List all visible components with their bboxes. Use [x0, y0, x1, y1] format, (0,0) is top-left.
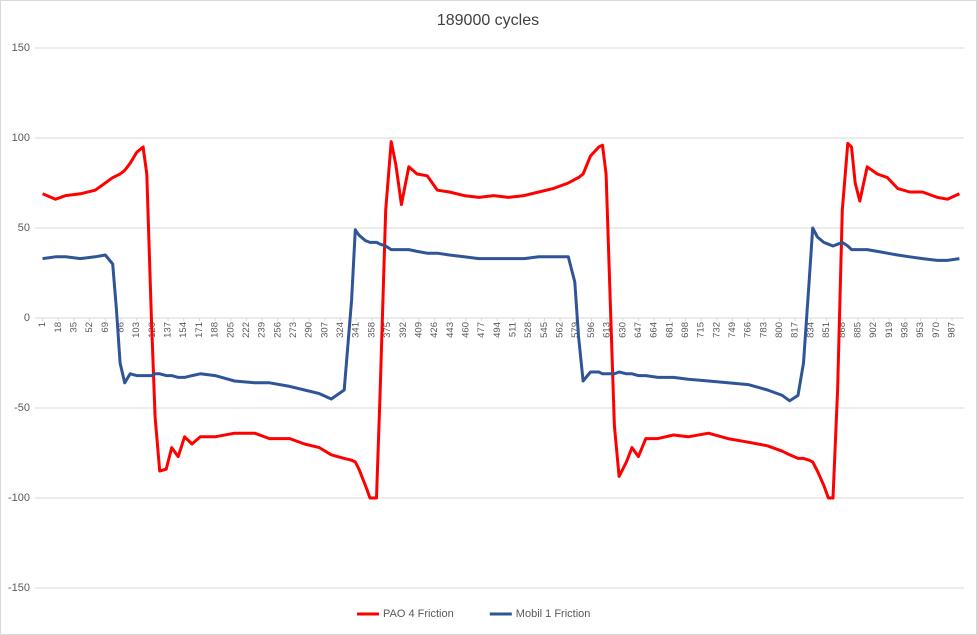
x-tick-label: 715 — [696, 322, 707, 338]
x-tick-label: 868 — [837, 322, 848, 338]
x-tick-label: 698 — [680, 322, 691, 338]
x-tick-label: 834 — [805, 322, 816, 338]
x-tick-label: 647 — [633, 322, 644, 338]
x-tick-label: 52 — [84, 322, 95, 333]
x-tick-label: 443 — [445, 322, 456, 338]
x-tick-label: 732 — [711, 322, 722, 338]
x-tick-label: 970 — [931, 322, 942, 338]
y-tick-label: -100 — [8, 492, 30, 504]
x-tick-label: 205 — [225, 322, 236, 338]
x-tick-label: 273 — [288, 322, 299, 338]
x-tick-label: 681 — [664, 322, 675, 338]
y-tick-label: -50 — [14, 402, 30, 414]
legend-label: PAO 4 Friction — [383, 608, 454, 620]
x-tick-label: 749 — [727, 322, 738, 338]
x-tick-label: 477 — [476, 322, 487, 338]
series-line — [42, 140, 961, 500]
x-tick-label: 987 — [947, 322, 958, 338]
x-tick-label: 664 — [649, 322, 660, 338]
x-tick-label: 579 — [570, 322, 581, 338]
x-tick-label: 800 — [774, 322, 785, 338]
x-tick-label: 86 — [116, 322, 127, 333]
legend-label: Mobil 1 Friction — [516, 608, 591, 620]
x-tick-label: 137 — [163, 322, 174, 338]
y-tick-label: 50 — [18, 222, 30, 234]
x-tick-label: 324 — [335, 322, 346, 338]
y-tick-label: 0 — [24, 312, 30, 324]
y-tick-label: 150 — [12, 42, 30, 54]
x-tick-label: 256 — [272, 322, 283, 338]
x-tick-label: 358 — [366, 322, 377, 338]
x-tick-label: 783 — [758, 322, 769, 338]
x-tick-label: 919 — [884, 322, 895, 338]
x-tick-label: 511 — [508, 322, 519, 337]
x-tick-label: 630 — [617, 322, 628, 338]
x-tick-label: 154 — [178, 322, 189, 338]
x-tick-label: 817 — [790, 322, 801, 338]
x-tick-label: 290 — [304, 322, 315, 338]
y-tick-label: 100 — [12, 132, 30, 144]
x-tick-label: 341 — [351, 322, 362, 338]
x-tick-label: 222 — [241, 322, 252, 338]
x-tick-label: 460 — [460, 322, 471, 338]
x-tick-label: 766 — [743, 322, 754, 338]
x-tick-label: 188 — [210, 322, 221, 338]
x-tick-label: 885 — [852, 322, 863, 338]
x-tick-label: 375 — [382, 322, 393, 338]
x-tick-label: 307 — [319, 322, 330, 338]
x-tick-label: 613 — [602, 322, 613, 338]
chart-title: 189000 cycles — [437, 12, 539, 29]
x-tick-label: 69 — [100, 322, 111, 333]
x-tick-label: 596 — [586, 322, 597, 338]
x-tick-label: 936 — [899, 322, 910, 338]
x-tick-label: 545 — [539, 322, 550, 338]
x-tick-label: 409 — [413, 322, 424, 338]
x-tick-label: 239 — [257, 322, 268, 338]
series-line — [42, 226, 960, 403]
x-tick-label: 171 — [194, 322, 205, 338]
x-tick-label: 953 — [915, 322, 926, 338]
x-tick-label: 562 — [555, 322, 566, 338]
x-tick-label: 528 — [523, 322, 534, 338]
x-tick-label: 426 — [429, 322, 440, 338]
x-tick-label: 35 — [68, 322, 79, 333]
x-tick-label: 902 — [868, 322, 879, 338]
y-tick-label: -150 — [8, 582, 30, 594]
x-tick-label: 1 — [37, 322, 48, 327]
x-tick-label: 392 — [398, 322, 409, 338]
x-tick-label: 18 — [53, 322, 64, 333]
x-tick-label: 494 — [492, 322, 503, 338]
x-tick-label: 851 — [821, 322, 832, 338]
x-tick-label: 103 — [131, 322, 142, 338]
